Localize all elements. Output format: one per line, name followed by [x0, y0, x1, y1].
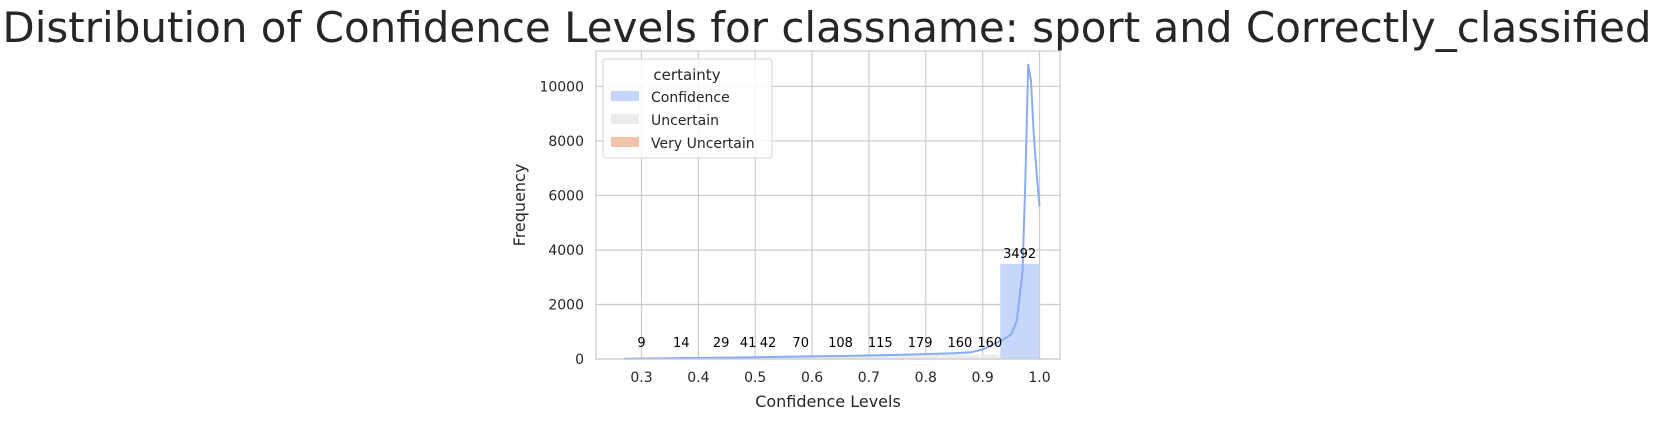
x-axis-label: Confidence Levels	[755, 392, 901, 411]
y-tick-label: 4000	[548, 243, 584, 259]
x-tick-label: 0.3	[630, 370, 652, 386]
bar-value-label: 160	[977, 336, 1002, 351]
bar-value-label: 14	[673, 336, 690, 351]
bar-value-label: 3492	[1003, 247, 1036, 262]
y-tick-label: 0	[575, 352, 584, 368]
y-tick-label: 2000	[548, 297, 584, 313]
bar-value-label: 29	[713, 336, 730, 351]
legend-label-very-uncertain: Very Uncertain	[651, 136, 755, 152]
legend-label-confidence: Confidence	[651, 90, 730, 106]
x-tick-label: 0.6	[801, 370, 823, 386]
bar-value-label: 115	[868, 336, 893, 351]
bar-value-label: 108	[828, 336, 853, 351]
bar-value-labels: 9 14 29 41 42 70 108 115 179 160 160 3492	[637, 247, 1036, 351]
plot-frame	[595, 50, 1061, 360]
y-tick-label: 6000	[548, 188, 584, 204]
x-tick-label: 1.0	[1028, 370, 1050, 386]
x-tick-label: 0.7	[858, 370, 880, 386]
histogram-bar	[900, 354, 940, 359]
x-tick-label: 0.4	[687, 370, 709, 386]
bar-value-label: 42	[760, 336, 777, 351]
legend-swatch-uncertain	[611, 114, 639, 124]
x-tick-label: 0.5	[744, 370, 766, 386]
y-tick-label: 8000	[548, 134, 584, 150]
histogram-bar	[860, 355, 900, 359]
x-tick-labels: 0.3 0.4 0.5 0.6 0.7 0.8 0.9 1.0	[630, 370, 1050, 386]
y-tick-label: 10000	[539, 79, 584, 95]
histogram-bars	[622, 263, 1040, 359]
histogram-bar	[940, 354, 980, 359]
x-tick-label: 0.8	[915, 370, 937, 386]
y-axis-label: Frequency	[510, 164, 529, 247]
y-tick-labels: 0 2000 4000 6000 8000 10000	[539, 79, 584, 368]
bar-value-label: 70	[792, 336, 809, 351]
kde-line	[624, 63, 1041, 360]
legend-box	[602, 58, 773, 159]
legend-title: certainty	[653, 66, 720, 84]
legend-swatch-very-uncertain	[611, 137, 639, 147]
grid-lines	[596, 51, 1060, 360]
chart-title: Distribution of Confidence Levels for cl…	[2, 3, 1651, 52]
histogram-bar	[821, 356, 860, 359]
histogram-bar	[1000, 263, 1040, 359]
histogram-bar	[781, 357, 821, 359]
bar-value-label: 179	[908, 336, 933, 351]
x-tick-label: 0.9	[972, 370, 994, 386]
bar-value-label: 41	[740, 336, 757, 351]
legend-label-uncertain: Uncertain	[651, 113, 719, 129]
bar-value-label: 9	[637, 336, 645, 351]
histogram-bar	[980, 354, 1000, 359]
legend: certainty Confidence Uncertain Very Unce…	[602, 58, 773, 159]
kde-curve	[624, 63, 1041, 360]
legend-swatch-confidence	[611, 91, 639, 101]
bar-value-label: 160	[948, 336, 973, 351]
